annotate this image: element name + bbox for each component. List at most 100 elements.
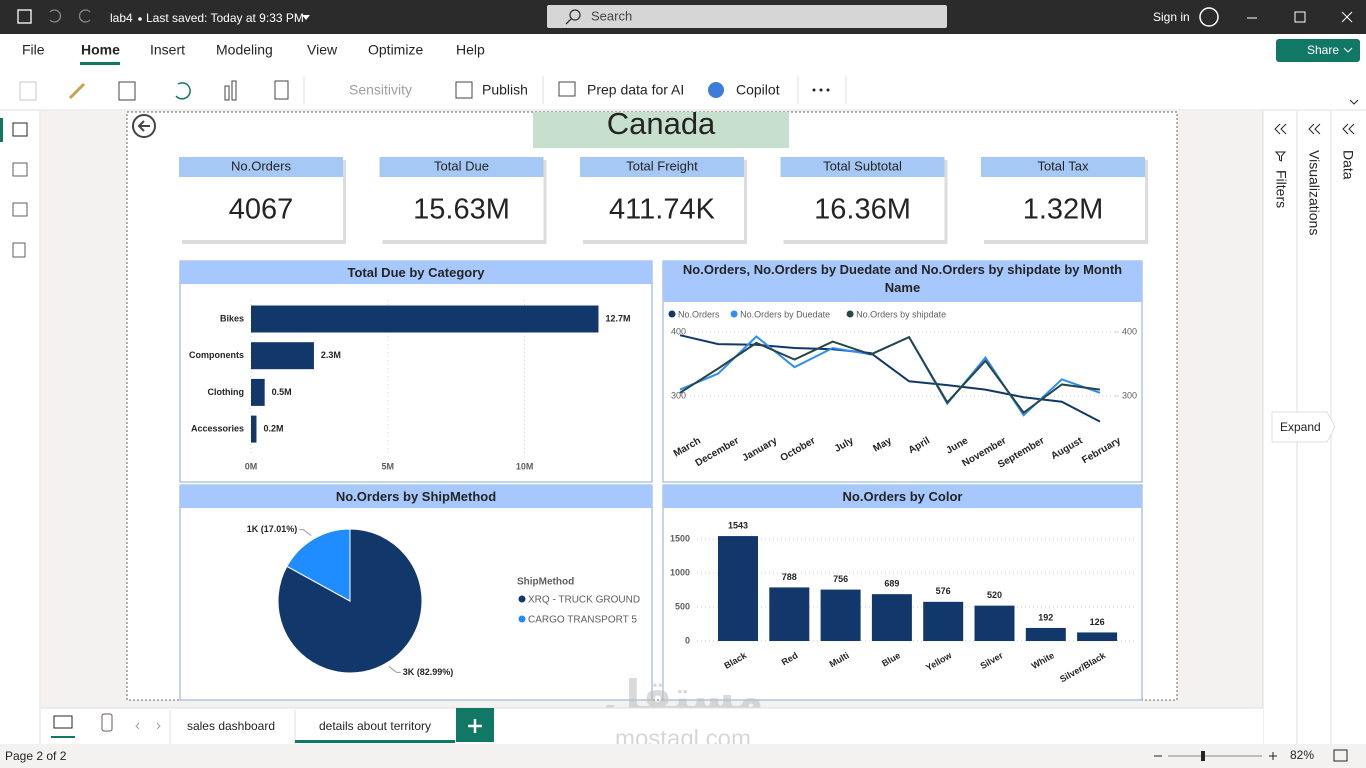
bar xyxy=(718,536,758,641)
card-label: No.Orders xyxy=(231,158,291,173)
desktop-layout-icon[interactable] xyxy=(53,715,73,729)
bar xyxy=(1025,627,1066,641)
model-view-icon[interactable] xyxy=(12,202,28,217)
menu-tab[interactable]: View xyxy=(307,42,338,58)
visualizations-pane-label[interactable]: Visualizations xyxy=(1306,150,1322,235)
data-pane-label[interactable]: Data xyxy=(1340,150,1356,180)
prep-data-button[interactable]: Prep data for AI xyxy=(587,82,684,98)
legend-marker xyxy=(518,615,526,623)
sensitivity-button: Sensitivity xyxy=(349,82,412,98)
copilot-button[interactable]: Copilot xyxy=(736,82,780,98)
collapse-ribbon[interactable] xyxy=(1349,99,1359,105)
x-tick-label: 5M xyxy=(382,461,395,471)
tab-scroll[interactable] xyxy=(135,722,161,730)
fit-to-page[interactable] xyxy=(1333,749,1348,762)
y-tick-label: 1000 xyxy=(670,567,690,577)
page-tab[interactable]: sales dashboard xyxy=(187,719,275,733)
publish-button[interactable]: Publish xyxy=(482,82,528,98)
menu-tab[interactable]: Help xyxy=(456,42,485,58)
card-value: 1.32M xyxy=(1023,194,1104,226)
legend-label: No.Orders xyxy=(678,309,720,319)
undo-icon[interactable] xyxy=(49,9,62,23)
menu-tab[interactable]: Home xyxy=(81,42,120,58)
legend-marker xyxy=(846,310,854,318)
status-bar xyxy=(0,744,1366,768)
chart-title: No.Orders, No.Orders by Duedate and No.O… xyxy=(683,262,1122,295)
bar xyxy=(251,378,265,406)
share-button[interactable] xyxy=(1276,39,1360,62)
refresh-icon[interactable] xyxy=(175,82,191,100)
menu-tab[interactable]: Modeling xyxy=(216,42,273,58)
line-series xyxy=(679,335,1101,415)
x-tick-label: 10M xyxy=(516,461,534,471)
menu-tab[interactable]: Optimize xyxy=(368,42,423,58)
format-painter-icon[interactable] xyxy=(68,82,86,100)
save-icon[interactable] xyxy=(17,9,32,24)
close-button[interactable] xyxy=(1341,11,1353,23)
bar xyxy=(871,594,912,641)
chart-title: No.Orders by ShipMethod xyxy=(336,489,496,504)
chart-title: No.Orders by Color xyxy=(843,489,963,504)
more-button[interactable] xyxy=(812,88,830,92)
dax-view-icon[interactable] xyxy=(12,242,26,258)
legend-marker xyxy=(730,310,738,318)
bar xyxy=(974,605,1015,641)
bar xyxy=(251,342,314,370)
report-view-icon[interactable] xyxy=(12,122,28,137)
visual-icon[interactable] xyxy=(224,85,230,101)
search-box[interactable] xyxy=(547,5,947,28)
add-page-icon xyxy=(468,719,482,733)
data-label: 520 xyxy=(987,590,1002,600)
active-tab-underline xyxy=(80,62,120,65)
leader-line xyxy=(388,666,401,673)
card-header xyxy=(981,157,1145,177)
chart-panel: No.Orders, No.Orders by Duedate and No.O… xyxy=(662,260,1143,483)
chart-title: Total Due by Category xyxy=(347,265,485,280)
y-tick-label: 400 xyxy=(671,326,686,336)
calculator-icon[interactable] xyxy=(274,80,289,100)
back-button[interactable] xyxy=(132,114,156,138)
save-status[interactable]: Last saved: Today at 9:33 PM xyxy=(146,11,304,25)
get-data-icon[interactable] xyxy=(118,81,136,101)
page-tab-active[interactable]: details about territory xyxy=(319,719,431,733)
y-tick-label: 1500 xyxy=(670,533,690,543)
line-series xyxy=(679,334,1101,423)
x-tick-label: 0M xyxy=(245,461,258,471)
data-label: 3K (82.99%) xyxy=(403,667,454,677)
active-view-indicator xyxy=(0,118,3,142)
card-header xyxy=(179,157,343,177)
dropdown-arrow[interactable] xyxy=(302,15,310,20)
legend-marker xyxy=(668,310,676,318)
expand-data[interactable] xyxy=(1342,123,1355,135)
redo-icon[interactable] xyxy=(78,9,91,23)
paste-icon[interactable] xyxy=(19,81,37,101)
kpi-cards: No.Orders 4067 Total Due 15.63M Total Freigh… xyxy=(179,157,1148,244)
data-label: 576 xyxy=(936,586,951,596)
y-tick-label: 500 xyxy=(675,601,690,611)
zoom-in[interactable] xyxy=(1269,752,1277,760)
report-title-box xyxy=(533,112,789,148)
menu-tab[interactable]: File xyxy=(22,42,45,58)
expand-visualizations[interactable] xyxy=(1308,123,1321,135)
pie-slice xyxy=(286,528,351,602)
legend-title: ShipMethod xyxy=(517,577,574,588)
card-header xyxy=(780,157,945,177)
legend-marker xyxy=(518,595,526,603)
menu-tab[interactable]: Insert xyxy=(150,42,185,58)
sign-in[interactable]: Sign in xyxy=(1153,10,1190,24)
file-name: lab4 xyxy=(110,11,133,25)
maximize-button[interactable] xyxy=(1294,11,1306,23)
zoom-thumb[interactable] xyxy=(1201,751,1205,761)
active-layout-indicator xyxy=(51,736,75,738)
filters-pane-label[interactable]: Filters xyxy=(1273,170,1289,208)
mobile-layout-icon[interactable] xyxy=(101,713,113,732)
tooltip-box xyxy=(1271,411,1336,443)
bar xyxy=(251,415,257,443)
expand-filters[interactable] xyxy=(1274,123,1287,135)
card-header xyxy=(379,157,544,177)
pie-slice xyxy=(277,528,423,674)
table-view-icon[interactable] xyxy=(12,162,28,177)
account-icon[interactable] xyxy=(1199,7,1219,27)
bar xyxy=(251,305,599,333)
